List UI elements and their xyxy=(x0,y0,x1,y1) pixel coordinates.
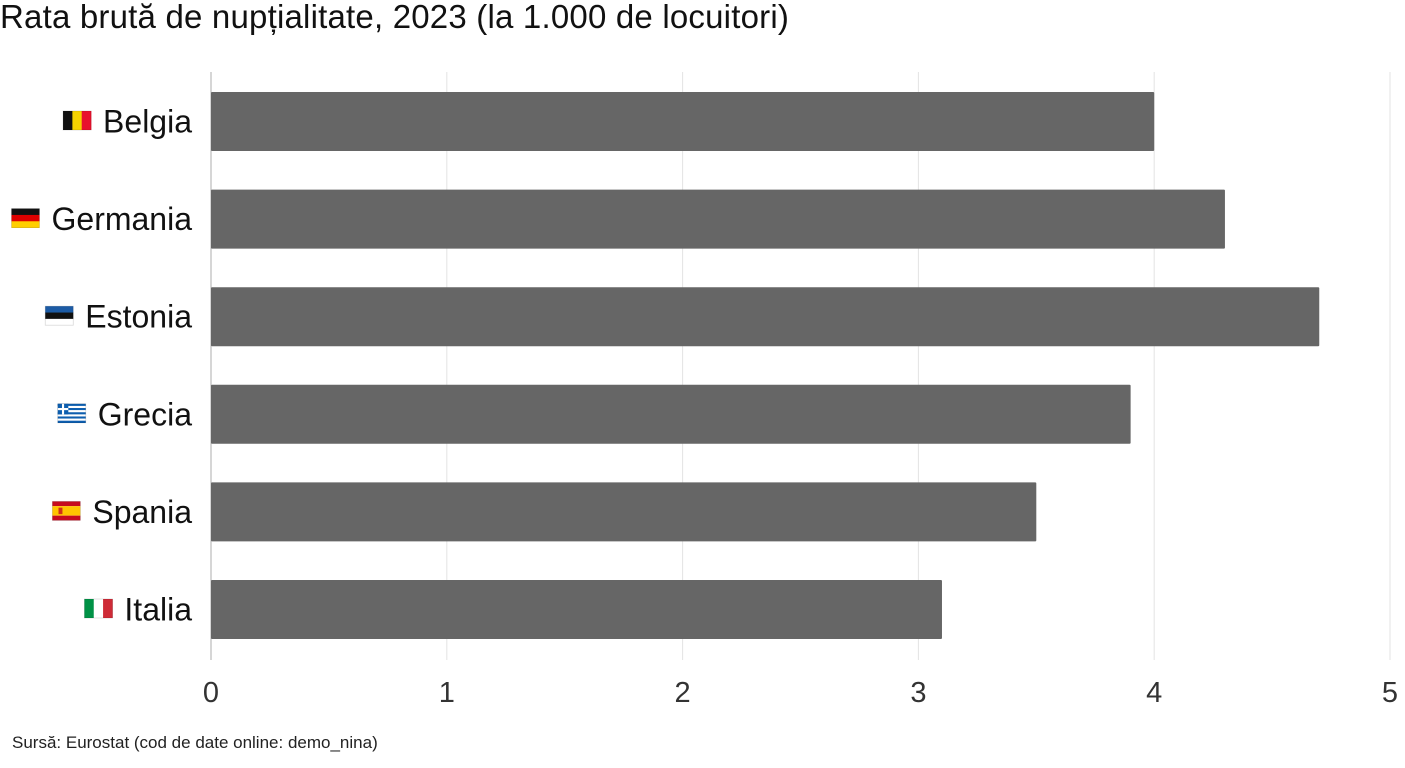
x-axis-ticks: 0 1 2 3 4 5 xyxy=(203,677,1398,709)
category-label-germania: Germania xyxy=(52,201,193,237)
category-label-belgia: Belgia xyxy=(103,104,192,140)
bar-estonia xyxy=(211,287,1320,347)
category-label-estonia: Estonia xyxy=(85,299,192,335)
category-labels: Belgia Germania Estonia Grecia Spania Italia xyxy=(52,104,193,628)
flag-spain-icon xyxy=(51,500,81,521)
bar-grecia xyxy=(211,384,1131,444)
chart-title: Rata brută de nupțialitate, 2023 (la 1.0… xyxy=(0,0,790,35)
x-tick-label-3: 3 xyxy=(910,677,926,709)
bar-italia xyxy=(211,580,942,639)
bar-belgia xyxy=(211,92,1155,151)
flag-belgium-icon xyxy=(62,110,92,131)
x-tick-label-0: 0 xyxy=(203,677,219,709)
flag-estonia-icon xyxy=(44,305,74,326)
category-label-grecia: Grecia xyxy=(98,396,192,432)
x-tick-label-5: 5 xyxy=(1382,677,1398,709)
flag-icons xyxy=(11,110,113,619)
flag-italy-icon xyxy=(84,598,113,619)
bar-germania xyxy=(211,189,1225,249)
bar-spania xyxy=(211,482,1037,542)
bars xyxy=(211,92,1320,639)
x-tick-label-2: 2 xyxy=(675,677,691,709)
source-note: Sursă: Eurostat (cod de date online: dem… xyxy=(12,733,378,752)
flag-germany-icon xyxy=(11,208,40,229)
category-label-spania: Spania xyxy=(92,494,192,530)
x-tick-label-1: 1 xyxy=(439,677,455,709)
bar-chart: BelgiaGermaniaEstoniaGreciaSpaniaItalia … xyxy=(11,72,1398,709)
category-label-italia: Italia xyxy=(124,592,192,628)
flag-greece-icon xyxy=(57,403,87,424)
grid-lines xyxy=(210,72,1391,660)
x-tick-label-4: 4 xyxy=(1146,677,1162,709)
